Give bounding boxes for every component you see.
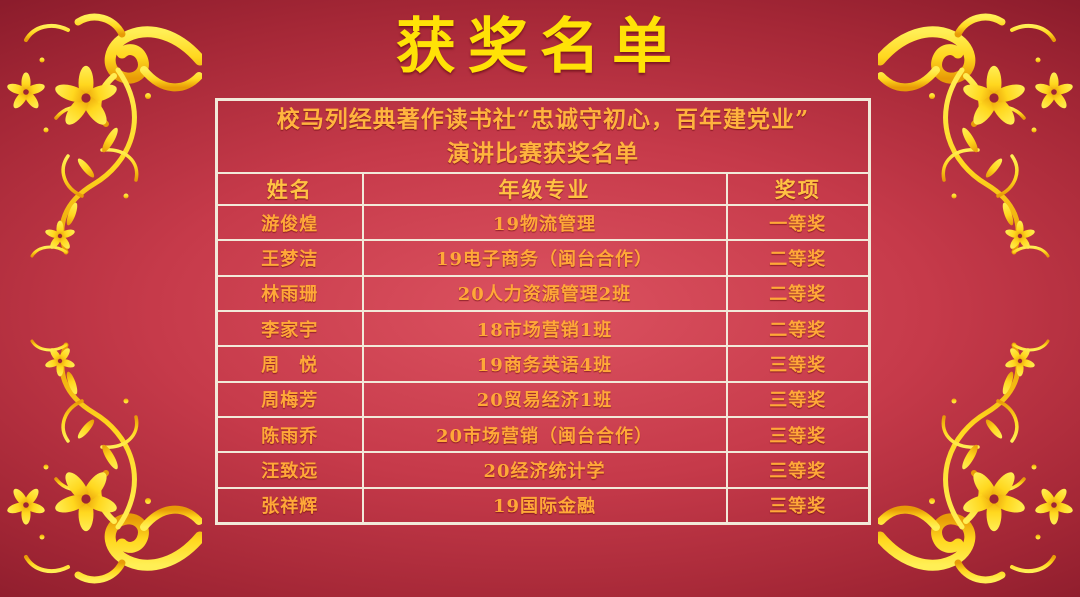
award-cell: 一等奖 <box>725 203 871 242</box>
col-header-award: 奖项 <box>725 172 871 206</box>
major-cell: 20经济统计学 <box>361 451 728 489</box>
table-row: 李家宇 18市场营销1班 二等奖 <box>215 309 871 348</box>
major-cell: 20贸易经济1班 <box>361 380 728 418</box>
award-cell: 三等奖 <box>725 415 871 454</box>
major-cell: 20人力资源管理2班 <box>361 274 728 312</box>
name-cell: 李家宇 <box>215 309 364 348</box>
major-cell: 19国际金融 <box>361 486 728 525</box>
award-cell: 二等奖 <box>725 274 871 312</box>
award-cell: 三等奖 <box>725 486 871 525</box>
table-caption-row: 校马列经典著作读书社“忠诚守初心，百年建党业” 演讲比赛获奖名单 <box>215 98 871 174</box>
table-row: 周 悦 19商务英语4班 三等奖 <box>215 345 871 383</box>
table-header-row: 姓名 年级专业 奖项 <box>215 172 871 206</box>
table-row: 王梦洁 19电子商务（闽台合作） 二等奖 <box>215 239 871 277</box>
name-cell: 周 悦 <box>215 345 364 383</box>
award-cell: 二等奖 <box>725 239 871 277</box>
table-row: 陈雨乔 20市场营销（闽台合作） 三等奖 <box>215 415 871 454</box>
caption-line-1: 校马列经典著作读书社“忠诚守初心，百年建党业” <box>276 105 810 133</box>
major-cell: 19商务英语4班 <box>361 345 728 383</box>
name-cell: 汪致远 <box>215 451 364 489</box>
name-cell: 王梦洁 <box>215 239 364 277</box>
award-cell: 三等奖 <box>725 451 871 489</box>
award-cell: 二等奖 <box>725 309 871 348</box>
name-cell: 周梅芳 <box>215 380 364 418</box>
table-row: 张祥辉 19国际金融 三等奖 <box>215 486 871 525</box>
col-header-name: 姓名 <box>215 172 364 206</box>
name-cell: 陈雨乔 <box>215 415 364 454</box>
table-row: 林雨珊 20人力资源管理2班 二等奖 <box>215 274 871 312</box>
major-cell: 18市场营销1班 <box>361 309 728 348</box>
major-cell: 19物流管理 <box>361 203 728 242</box>
major-cell: 19电子商务（闽台合作） <box>361 239 728 277</box>
caption-line-2: 演讲比赛获奖名单 <box>447 139 639 167</box>
award-table: 校马列经典著作读书社“忠诚守初心，百年建党业” 演讲比赛获奖名单 姓名 年级专业… <box>215 98 871 525</box>
award-cell: 三等奖 <box>725 380 871 418</box>
page-title: 获奖名单 <box>396 12 684 82</box>
major-cell: 20市场营销（闽台合作） <box>361 415 728 454</box>
table-caption: 校马列经典著作读书社“忠诚守初心，百年建党业” 演讲比赛获奖名单 <box>215 98 871 174</box>
corner-flourish-icon <box>2 337 202 597</box>
table-row: 汪致远 20经济统计学 三等奖 <box>215 451 871 489</box>
award-cell: 三等奖 <box>725 345 871 383</box>
table-row: 周梅芳 20贸易经济1班 三等奖 <box>215 380 871 418</box>
table-row: 游俊煌 19物流管理 一等奖 <box>215 203 871 242</box>
name-cell: 林雨珊 <box>215 274 364 312</box>
name-cell: 张祥辉 <box>215 486 364 525</box>
name-cell: 游俊煌 <box>215 203 364 242</box>
col-header-major: 年级专业 <box>361 172 728 206</box>
corner-flourish-icon <box>878 337 1078 597</box>
